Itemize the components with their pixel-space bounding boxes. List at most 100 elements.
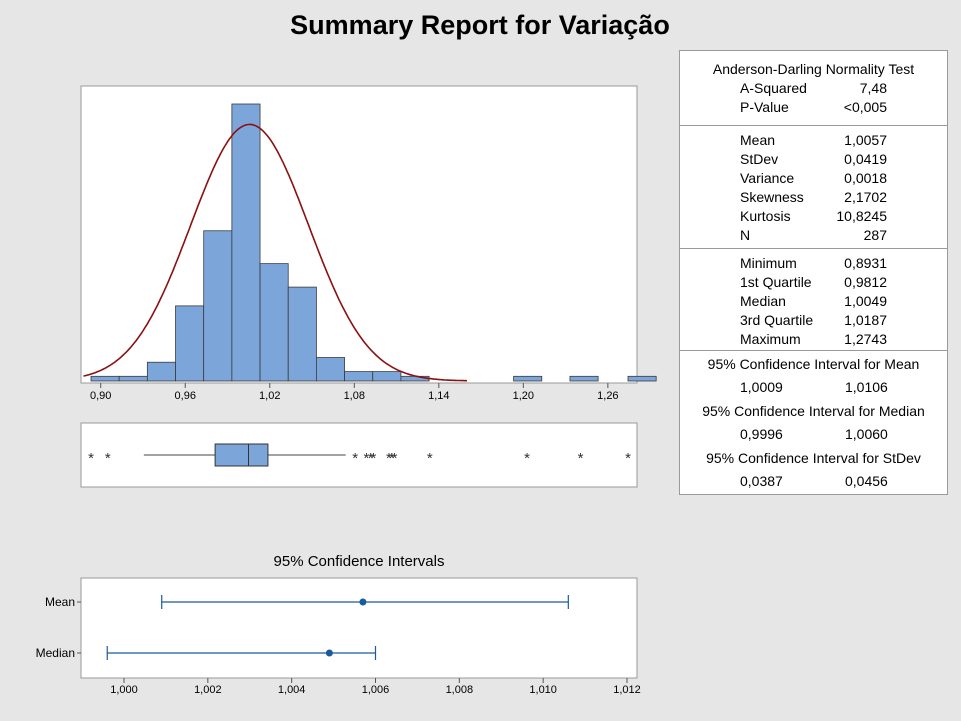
outlier-mark: * [363, 450, 369, 467]
stat-value: <0,005 [843, 99, 887, 115]
stat-label: Minimum [740, 255, 797, 271]
x-tick-label: 1,010 [529, 684, 557, 696]
outlier-mark: * [524, 450, 530, 467]
ci-stdev-title: 95% Confidence Interval for StDev [706, 450, 921, 466]
histogram-bar [315, 357, 345, 382]
stat-label: Kurtosis [740, 208, 791, 224]
stat-value: 0,0018 [844, 170, 887, 186]
outlier-mark: * [386, 450, 392, 467]
stat-value: 1,0057 [844, 132, 887, 148]
stat-row-q1: 1st Quartile 0,9812 [680, 273, 947, 292]
x-tick-label: 1,26 [597, 390, 618, 402]
iqr-box [214, 443, 269, 467]
stat-label: Variance [740, 170, 795, 186]
histogram-bar [569, 375, 599, 382]
stat-row-kurtosis: Kurtosis 10,8245 [680, 207, 947, 226]
outlier-mark: * [105, 450, 111, 467]
histogram-bar [513, 375, 543, 382]
stat-value: 7,48 [859, 80, 887, 96]
x-tick-label: 1,08 [344, 390, 365, 402]
x-tick-label: 1,012 [613, 684, 641, 696]
histogram-bar [372, 371, 402, 382]
histogram-bar [259, 263, 289, 382]
outlier-mark: * [352, 450, 358, 467]
ad-section: Anderson-Darling Normality Test A-Square… [680, 51, 947, 126]
histogram-x-axis: 0,90 0,96 1,02 1,08 1,14 1,20 1,26 [90, 383, 619, 402]
stat-row-variance: Variance 0,0018 [680, 169, 947, 188]
ci-mean-values: 1,0009 1,0106 [680, 376, 947, 399]
outlier-mark: * [578, 450, 584, 467]
histogram-bar [203, 230, 233, 382]
x-tick-label: 1,008 [446, 684, 474, 696]
ci-upper: 1,0060 [845, 426, 888, 442]
x-tick-label: 1,000 [110, 684, 138, 696]
ci-median-title: 95% Confidence Interval for Median [702, 403, 925, 419]
stats-panel: Anderson-Darling Normality Test A-Square… [679, 50, 948, 495]
stat-value: 287 [863, 227, 887, 243]
ci-median-values: 0,9996 1,0060 [680, 423, 947, 446]
ci-title: 95% Confidence Intervals [274, 553, 445, 570]
quantile-section: Minimum 0,8931 1st Quartile 0,9812 Median 1… [680, 249, 947, 351]
x-tick-label: 1,002 [194, 684, 222, 696]
histogram-bar [627, 375, 657, 382]
stat-row-a-squared: A-Squared 7,48 [680, 79, 947, 98]
stat-value: 2,1702 [844, 189, 887, 205]
histogram-bar [287, 286, 317, 382]
stat-value: 0,9812 [844, 274, 887, 290]
stat-value: 0,0419 [844, 151, 887, 167]
stat-label: 3rd Quartile [740, 312, 814, 328]
ci-plot: Mean Median [36, 595, 569, 660]
ci-lower: 0,0387 [740, 473, 783, 489]
stat-row-q3: 3rd Quartile 1,0187 [680, 311, 947, 330]
stat-value: 1,0187 [844, 312, 887, 328]
stat-label: N [740, 227, 751, 243]
stat-label: P-Value [740, 99, 789, 115]
ci-x-axis: 1,000 1,002 1,004 1,006 1,008 1,010 1,012 [110, 678, 641, 696]
stat-label: Mean [740, 132, 776, 148]
x-tick-label: 0,96 [175, 390, 196, 402]
stat-value: 1,2743 [844, 331, 887, 347]
x-tick-label: 1,004 [278, 684, 306, 696]
stat-label: Maximum [740, 331, 801, 347]
outlier-mark: * [392, 450, 398, 467]
histogram-bar [146, 361, 176, 382]
ci-estimate-point [359, 598, 367, 606]
stat-value: 0,8931 [844, 255, 887, 271]
ci-row-label: Mean [45, 595, 75, 609]
histogram-bars [90, 103, 657, 382]
stat-row-median: Median 1,0049 [680, 292, 947, 311]
histogram-frame [80, 85, 638, 384]
histogram-bar [90, 375, 120, 382]
ci-lower: 1,0009 [740, 379, 783, 395]
outlier-mark: * [389, 450, 395, 467]
stat-row-skewness: Skewness 2,1702 [680, 188, 947, 207]
ci-upper: 0,0456 [845, 473, 888, 489]
stat-row-maximum: Maximum 1,2743 [680, 330, 947, 349]
report-title: Summary Report for Variação [290, 10, 670, 40]
stat-row-n: N 287 [680, 226, 947, 245]
stat-row-stdev: StDev 0,0419 [680, 150, 947, 169]
ci-stdev-values: 0,0387 0,0456 [680, 470, 947, 493]
x-tick-label: 1,02 [259, 390, 280, 402]
stat-label: A-Squared [740, 80, 807, 96]
ci-section: 95% Confidence Interval for Mean 1,0009 … [680, 351, 947, 493]
histogram-bar [344, 371, 374, 382]
descriptive-section: Mean 1,0057 StDev 0,0419 Variance 0,0018 Sk… [680, 126, 947, 249]
ad-title: Anderson-Darling Normality Test [712, 61, 915, 77]
histogram-bar [175, 305, 205, 382]
stat-value: 1,0049 [844, 293, 887, 309]
outlier-mark: * [371, 450, 377, 467]
outlier-mark: * [625, 450, 631, 467]
outlier-mark: * [88, 450, 94, 467]
outlier-mark: * [427, 450, 433, 467]
boxplot: * * * *** *** * * * * [88, 443, 631, 467]
stat-row-p-value: P-Value <0,005 [680, 98, 947, 117]
x-tick-label: 0,90 [90, 390, 111, 402]
stat-label: Skewness [740, 189, 804, 205]
stat-value: 10,8245 [836, 208, 887, 224]
stat-row-mean: Mean 1,0057 [680, 131, 947, 150]
ci-mean-title: 95% Confidence Interval for Mean [707, 356, 920, 372]
ci-upper: 1,0106 [845, 379, 888, 395]
ci-estimate-point [325, 649, 333, 657]
x-tick-label: 1,006 [362, 684, 390, 696]
